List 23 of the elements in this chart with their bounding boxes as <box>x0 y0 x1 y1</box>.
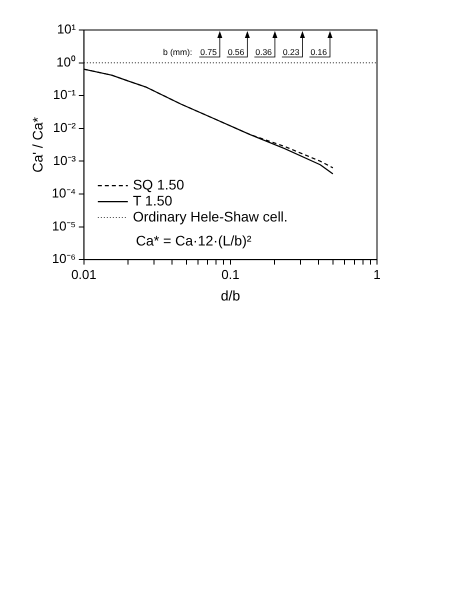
annotation: b (mm): <box>163 47 192 57</box>
annotation: 0.56 <box>228 47 245 57</box>
annotation: 0.23 <box>282 47 300 57</box>
annotation: Ca* = Ca·12·(L/b)² <box>136 232 252 249</box>
legend-label: T 1.50 <box>132 192 172 208</box>
x-axis-title: d/b <box>220 287 240 304</box>
y-tick-label: 10⁻⁴ <box>52 186 76 201</box>
y-tick-label: 10¹ <box>57 22 77 37</box>
y-tick-label: 10⁻² <box>53 120 77 135</box>
x-tick-label: 1 <box>373 266 381 282</box>
legend-label: SQ 1.50 <box>132 176 184 192</box>
x-tick-label: 0.1 <box>221 266 240 282</box>
y-tick-label: 10⁻⁵ <box>52 218 76 234</box>
annotation: 0.16 <box>310 47 328 57</box>
annotation: 0.36 <box>255 47 272 57</box>
y-tick-label: 10⁻³ <box>53 152 77 168</box>
y-tick-label: 10⁰ <box>56 54 76 70</box>
x-tick-label: 0.01 <box>71 266 96 282</box>
annotation: 0.75 <box>200 47 218 57</box>
y-tick-label: 10⁻¹ <box>53 87 77 102</box>
legend-label: Ordinary Hele-Shaw cell. <box>132 208 288 224</box>
y-axis-title: Ca' / Ca* <box>29 116 46 173</box>
y-tick-label: 10⁻⁶ <box>52 251 76 266</box>
